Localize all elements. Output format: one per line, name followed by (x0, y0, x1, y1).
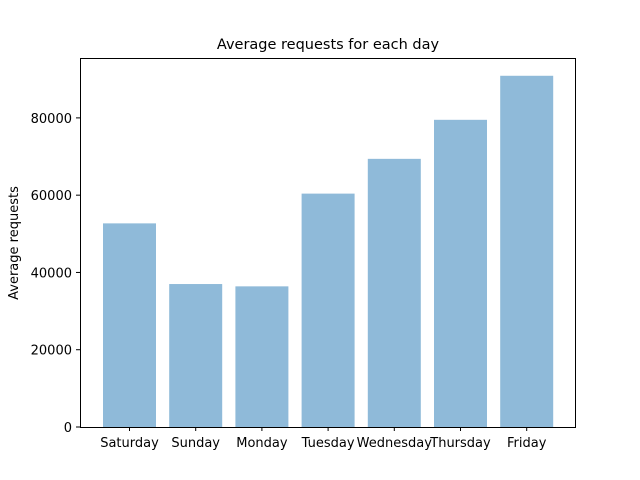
x-tick-label: Saturday (100, 436, 159, 451)
bars-layer (103, 76, 553, 427)
x-tick-label: Thursday (429, 436, 491, 451)
x-tick-label: Friday (507, 436, 547, 451)
y-axis-label: Average requests (7, 186, 22, 300)
bar-monday (235, 286, 288, 427)
chart-title: Average requests for each day (217, 37, 440, 53)
x-ticks: Saturday Sunday Monday Tuesday WednesdayThur… (100, 427, 547, 451)
x-tick-label: Tuesday (301, 436, 355, 451)
x-tick-label: Sunday (171, 436, 220, 451)
x-tick-label: Monday (236, 436, 288, 451)
bar-tuesday (302, 194, 355, 427)
y-tick-label: 40000 (31, 266, 72, 281)
y-tick-label: 80000 (31, 112, 72, 127)
y-tick-label: 0 (64, 421, 72, 436)
y-tick-label: 60000 (31, 189, 72, 204)
bar-friday (500, 76, 553, 427)
y-ticks: 0 20000 40000 60000 80000 (31, 112, 80, 436)
bar-saturday (103, 223, 156, 427)
bar-sunday (169, 284, 222, 427)
bar-wednesday (368, 159, 421, 427)
bar-thursday (434, 120, 487, 427)
x-tick-label: Wednesday (357, 436, 433, 451)
y-tick-label: 20000 (31, 344, 72, 359)
